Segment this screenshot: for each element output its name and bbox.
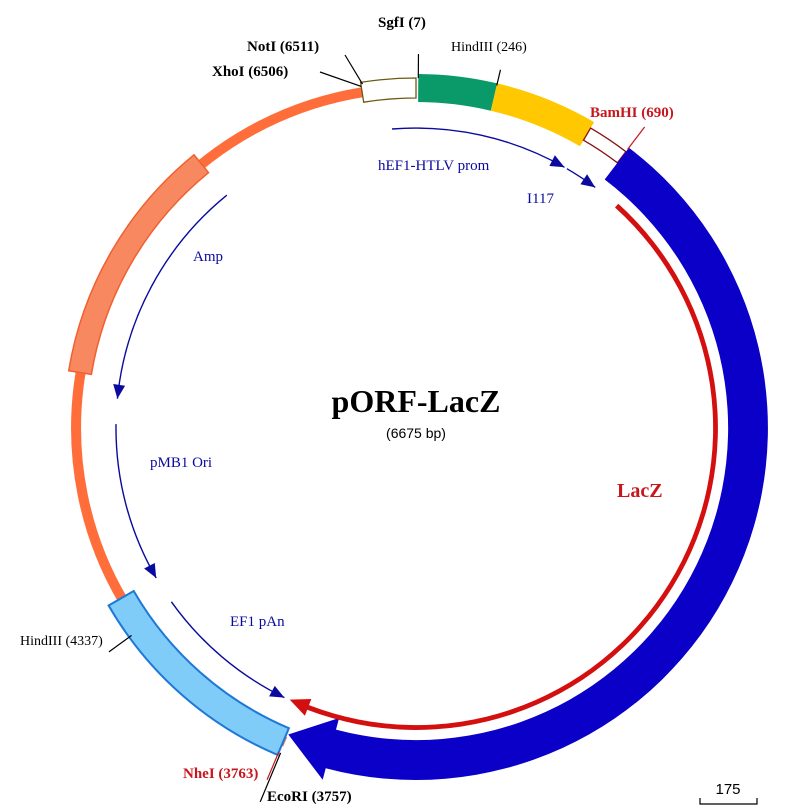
hef1-htlv-prom-arrow [391, 127, 565, 168]
lacz-feature-arrow [288, 147, 768, 780]
nhei-block [107, 589, 291, 757]
noti-leader [344, 54, 364, 85]
lacz-label: LacZ [617, 480, 663, 502]
amp-block [67, 153, 210, 376]
pmb1-label: pMB1 Ori [150, 455, 212, 471]
site-leader-lines [108, 54, 646, 803]
ef1-pan-arrow [170, 601, 285, 699]
amp-arrow-head [113, 384, 126, 399]
ef1pan-label: EF1 pAn [230, 614, 285, 630]
nhei-label: NheI (3763) [183, 766, 258, 782]
hindiii-bamhi-block [490, 83, 595, 147]
feature-arcs [67, 74, 768, 780]
i117-block [582, 127, 627, 164]
scale-bar [699, 798, 758, 805]
i117-arrow-head [580, 174, 596, 188]
scale-bar-label: 175 [715, 781, 740, 798]
pmb1-arrow-head [144, 563, 157, 578]
mcs-block [359, 77, 417, 103]
hindiii-4337-leader [108, 634, 132, 653]
ef1-arrow-head [269, 685, 285, 698]
amp-arrow [116, 194, 228, 399]
plasmid-size: (6675 bp) [386, 425, 446, 441]
sgfi-hindiii-block [418, 74, 498, 111]
noti-label: NotI (6511) [247, 39, 319, 55]
bamhi-label: BamHI (690) [590, 105, 674, 121]
amp-label: Amp [193, 249, 223, 265]
hindiii-246-label: HindIII (246) [451, 40, 527, 55]
sgfi-label: SgfI (7) [378, 15, 426, 31]
plasmid-name: pORF-LacZ [332, 383, 501, 419]
hef1-arrow-head [549, 155, 565, 168]
hindiii-4337-label: HindIII (4337) [20, 634, 103, 649]
xhoi-label: XhoI (6506) [212, 64, 288, 80]
i117-label: I117 [527, 191, 554, 207]
ecori-label: EcoRI (3757) [267, 789, 352, 805]
nhei-leader [266, 751, 280, 781]
hindiii-246-leader [496, 69, 502, 86]
inner-feature-arrows [113, 127, 596, 699]
bamhi-leader [627, 126, 646, 150]
ecori-leader [259, 752, 282, 803]
pmb1-ori-arrow [115, 424, 157, 579]
xhoi-leader [319, 71, 362, 87]
hef1-label: hEF1-HTLV prom [378, 158, 490, 174]
